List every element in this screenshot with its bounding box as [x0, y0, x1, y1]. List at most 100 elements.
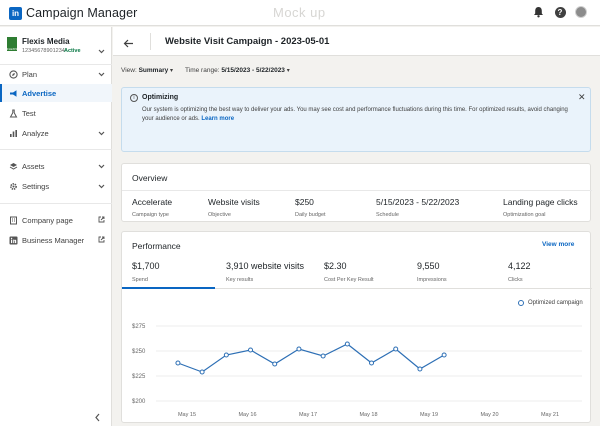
metric-tab-impressions[interactable]: 9,550 Impressions — [417, 261, 447, 283]
chevron-down-icon — [98, 182, 105, 191]
overview-title: Overview — [132, 173, 168, 183]
main-content: Website Visit Campaign - 2023-05-01 View… — [113, 27, 600, 426]
legend-label: Optimized campaign — [528, 300, 583, 306]
series-line — [177, 343, 445, 373]
collapse-sidebar-icon[interactable] — [94, 409, 101, 426]
y-tick-label: $250 — [132, 349, 146, 355]
linkedin-icon — [8, 235, 18, 245]
layers-icon — [8, 161, 18, 171]
data-point — [175, 360, 181, 366]
x-tick-label: May 19 — [420, 412, 438, 418]
overview-card: Overview Accelerate Campaign type Websit… — [121, 163, 592, 222]
sidebar-item-analyze[interactable]: Analyze — [0, 124, 112, 142]
learn-more-link[interactable]: Learn more — [201, 116, 235, 122]
x-tick-label: May 16 — [238, 412, 256, 418]
alert-title: Optimizing — [142, 94, 179, 101]
close-icon[interactable]: ✕ — [578, 92, 586, 102]
metric-tab-spend[interactable]: $1,700 Spend — [132, 261, 160, 283]
optimizing-alert: i Optimizing Our system is optimizing th… — [121, 87, 591, 152]
caret-down-icon: ▾ — [286, 68, 290, 74]
data-point — [417, 366, 423, 372]
divider — [150, 33, 151, 50]
active-tab-indicator — [122, 287, 215, 289]
page-title: Website Visit Campaign - 2023-05-01 — [165, 36, 330, 47]
metric-tab-cost-per-result[interactable]: $2.30 Cost Per Key Result — [324, 261, 374, 283]
sidebar-item-business-manager[interactable]: Business Manager — [0, 231, 112, 249]
view-selector[interactable]: View: Summary ▾ — [121, 67, 174, 74]
performance-title: Performance — [132, 241, 181, 251]
data-point — [344, 341, 350, 347]
sidebar-item-advertise[interactable]: Advertise — [0, 84, 112, 102]
data-point — [199, 369, 205, 375]
divider — [0, 149, 112, 150]
account-status: Active — [64, 48, 81, 54]
overview-item: Website visits Objective — [208, 197, 260, 218]
y-tick-label: $275 — [132, 324, 146, 330]
sidebar-item-company-page[interactable]: Company page — [0, 211, 112, 229]
metric-tab-key-results[interactable]: 3,910 website visits Key results — [226, 261, 305, 283]
compass-icon — [8, 69, 18, 79]
x-tick-label: May 20 — [480, 412, 498, 418]
divider — [0, 64, 112, 65]
time-range-selector[interactable]: Time range: 5/15/2023 - 5/22/2023 ▾ — [185, 67, 290, 74]
account-name: Flexis Media — [22, 37, 70, 46]
external-link-icon — [98, 216, 105, 225]
overview-item: Accelerate Campaign type — [132, 197, 173, 218]
divider — [122, 288, 592, 289]
sidebar-item-settings[interactable]: Settings — [0, 177, 112, 195]
chart-legend: Optimized campaign — [518, 300, 583, 306]
divider — [0, 203, 112, 204]
info-icon: i — [130, 94, 138, 102]
top-bar: in Campaign Manager Mock up ? — [0, 0, 600, 26]
megaphone-icon — [8, 88, 18, 98]
y-tick-label: $225 — [132, 374, 146, 380]
title-bar: Website Visit Campaign - 2023-05-01 — [113, 27, 600, 56]
x-tick-label: May 18 — [359, 412, 377, 418]
brand[interactable]: in Campaign Manager — [9, 5, 137, 21]
alert-body: Our system is optimizing the best way to… — [142, 107, 568, 122]
bell-icon[interactable] — [531, 5, 545, 19]
y-tick-label: $200 — [132, 399, 146, 405]
data-point — [296, 346, 302, 352]
sidebar-item-assets[interactable]: Assets — [0, 157, 112, 175]
bar-chart-icon — [8, 128, 18, 138]
data-point — [248, 347, 254, 353]
x-tick-label: May 15 — [178, 412, 196, 418]
caret-down-icon: ▾ — [170, 68, 174, 74]
flask-icon — [8, 108, 18, 118]
chevron-down-icon — [98, 70, 105, 79]
sidebar-item-test[interactable]: Test — [0, 104, 112, 122]
account-id: 12345678901234 — [22, 48, 65, 54]
sidebar: FLEXIS Flexis Media 12345678901234 Activ… — [0, 27, 112, 426]
account-logo: FLEXIS — [7, 37, 17, 51]
overview-item: $250 Daily budget — [295, 197, 326, 218]
data-point — [320, 353, 326, 359]
linkedin-logo: in — [9, 6, 22, 20]
data-point — [369, 360, 375, 366]
account-switcher[interactable]: FLEXIS Flexis Media 12345678901234 Activ… — [0, 33, 112, 59]
filter-bar: View: Summary ▾ Time range: 5/15/2023 - … — [121, 67, 290, 74]
overview-item: 5/15/2023 - 5/22/2023 Schedule — [376, 197, 460, 218]
building-icon — [8, 215, 18, 225]
divider — [122, 190, 592, 191]
data-point — [223, 352, 229, 358]
view-more-link[interactable]: View more — [542, 241, 575, 248]
metric-tab-clicks[interactable]: 4,122 Clicks — [508, 261, 531, 283]
external-link-icon — [98, 236, 105, 245]
app-name: Campaign Manager — [26, 6, 138, 20]
sidebar-item-plan[interactable]: Plan — [0, 65, 112, 83]
chevron-down-icon — [98, 41, 105, 59]
data-point — [272, 361, 278, 367]
avatar[interactable] — [574, 5, 588, 19]
gear-icon — [8, 181, 18, 191]
overview-item: Landing page clicks Optimization goal — [503, 197, 578, 218]
data-point — [441, 352, 447, 358]
chevron-down-icon — [98, 129, 105, 138]
back-arrow-icon[interactable] — [123, 35, 134, 53]
performance-card: Performance View more $1,700 Spend 3,910… — [121, 231, 592, 423]
legend-marker — [518, 300, 524, 306]
x-tick-label: May 17 — [299, 412, 317, 418]
mockup-watermark: Mock up — [273, 5, 326, 20]
help-icon[interactable]: ? — [553, 5, 567, 19]
